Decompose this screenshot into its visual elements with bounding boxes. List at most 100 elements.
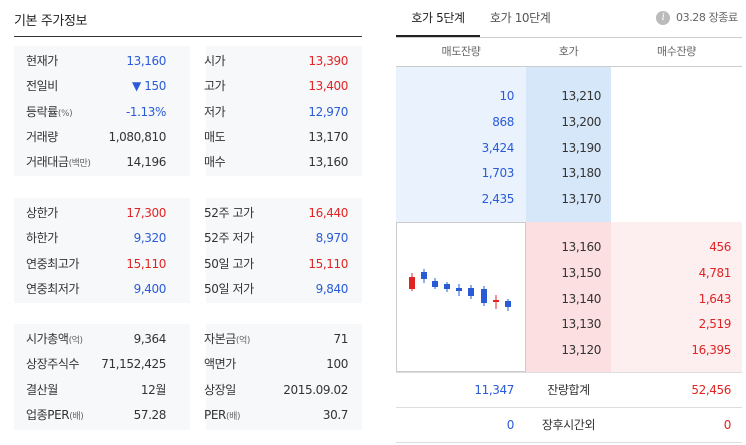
info-row: 등락률(%) -1.13% 저가 12,970 <box>14 100 362 125</box>
field-label: 연중최저가 <box>26 281 80 296</box>
field-label: 전일비 <box>26 79 58 94</box>
field-label: 50일 저가 <box>204 281 254 296</box>
bid-price[interactable]: 13,130 <box>561 317 601 332</box>
info-row: 시가총액(억) 9,364 자본금(억) 71 <box>14 327 362 352</box>
field-value: 9,320 <box>133 231 167 246</box>
field-label: 연중최고가 <box>26 256 80 271</box>
field-value: -1.13% <box>125 104 166 119</box>
field-label: 자본금(억) <box>204 332 251 346</box>
info-row: 연중최저가 9,400 50일 저가 9,840 <box>14 277 362 302</box>
field-value: 71,152,425 <box>101 357 166 372</box>
bid-price[interactable]: 13,140 <box>561 291 601 306</box>
field-label: 고가 <box>204 79 226 94</box>
field-label: 매수 <box>204 155 226 170</box>
field-label: 저가 <box>204 104 226 119</box>
field-value: 14,196 <box>126 155 166 170</box>
mini-candle-chart <box>396 222 526 372</box>
field-label: 52주 저가 <box>204 231 254 246</box>
info-icon[interactable]: i <box>656 11 670 25</box>
field-value: 12,970 <box>308 104 348 119</box>
header-price: 호가 <box>558 45 579 58</box>
field-label: 시가 <box>204 54 226 68</box>
bid-price[interactable]: 13,150 <box>561 265 601 280</box>
field-value: 13,390 <box>308 54 348 68</box>
header-divider <box>396 66 742 67</box>
after-hours-bid-qty: 0 <box>723 418 732 432</box>
ask-qty: 868 <box>492 114 514 129</box>
ask-price[interactable]: 13,180 <box>561 166 601 181</box>
ask-price-area <box>526 67 611 222</box>
field-label: 업종PER(배) <box>26 407 84 422</box>
header-bid-qty: 매수잔량 <box>657 45 696 58</box>
header-ask-qty: 매도잔량 <box>441 45 481 58</box>
ask-price[interactable]: 13,170 <box>561 192 601 207</box>
bid-qty-area <box>611 222 742 372</box>
info-row: 전일비 ▼ 150 고가 13,400 <box>14 74 362 99</box>
ask-qty: 2,435 <box>481 192 515 207</box>
info-row: 결산월 12월 상장일 2015.09.02 <box>14 378 362 403</box>
field-label: PER(배) <box>204 407 241 422</box>
field-value: 8,970 <box>315 231 349 246</box>
ask-qty: 1,703 <box>481 166 515 181</box>
total-label: 잔량합계 <box>547 383 590 397</box>
field-value: 2015.09.02 <box>283 382 348 397</box>
field-label: 거래량 <box>26 129 58 144</box>
field-value: ▼ 150 <box>132 79 166 94</box>
field-label: 하한가 <box>26 231 58 246</box>
field-value: 13,170 <box>308 129 348 144</box>
bid-qty: 1,643 <box>698 291 732 306</box>
range-info-section: 상한가 17,300 52주 고가 16,440 하한가 9,320 52주 저가 8,970… <box>14 198 362 303</box>
field-label: 현재가 <box>26 54 58 68</box>
tab-10-level[interactable]: 호가 10단계 <box>490 11 551 25</box>
field-value: 13,400 <box>308 79 348 94</box>
total-ask-qty: 11,347 <box>474 383 514 397</box>
field-value: 71 <box>333 332 349 346</box>
price-info-section: 현재가 13,160 시가 13,390 전일비 ▼ 150 고가 13,400 등락률(%) -… <box>14 46 362 176</box>
info-row: 하한가 9,320 52주 저가 8,970 <box>14 226 362 251</box>
total-bid-qty: 52,456 <box>691 383 731 397</box>
field-label: 상장주식수 <box>26 357 80 372</box>
tab-divider <box>396 37 742 38</box>
field-value: 16,440 <box>308 206 348 220</box>
field-label: 등락률(%) <box>26 104 73 119</box>
info-row: 연중최고가 15,110 50일 고가 15,110 <box>14 252 362 277</box>
field-value: 9,840 <box>315 281 349 296</box>
field-label: 시가총액(억) <box>26 332 83 346</box>
field-label: 거래대금(백만) <box>26 155 91 170</box>
field-value: 9,364 <box>133 332 167 346</box>
bid-price[interactable]: 13,120 <box>561 343 601 358</box>
tab-5-level[interactable]: 호가 5단계 <box>396 0 480 37</box>
info-row: 거래대금(백만) 14,196 매수 13,160 <box>14 150 362 175</box>
field-value: 9,400 <box>133 281 167 296</box>
field-value: 13,160 <box>126 54 166 68</box>
bid-qty: 456 <box>709 240 731 254</box>
bid-qty: 16,395 <box>691 343 731 358</box>
company-info-section: 시가총액(억) 9,364 자본금(억) 71 상장주식수 71,152,425 액면가 10… <box>14 324 362 430</box>
bottom-divider <box>396 442 742 443</box>
ask-price[interactable]: 13,200 <box>561 114 601 129</box>
bid-price[interactable]: 13,160 <box>561 240 601 254</box>
info-row: 거래량 1,080,810 매도 13,170 <box>14 125 362 150</box>
field-value: 13,160 <box>308 155 348 170</box>
field-value: 17,300 <box>126 206 166 220</box>
field-label: 매도 <box>204 129 226 144</box>
field-value: 12월 <box>140 382 167 397</box>
field-value: 1,080,810 <box>108 129 167 144</box>
info-row: 현재가 13,160 시가 13,390 <box>14 49 362 74</box>
info-row: 상한가 17,300 52주 고가 16,440 <box>14 201 362 226</box>
after-hours-ask-qty: 0 <box>506 418 515 432</box>
title-divider <box>14 36 362 37</box>
bid-qty: 4,781 <box>698 265 732 280</box>
field-value: 15,110 <box>126 256 166 271</box>
info-row: 업종PER(배) 57.28 PER(배) 30.7 <box>14 403 362 428</box>
after-hours-label: 장후시간외 <box>541 418 596 432</box>
ask-qty-area <box>396 67 526 222</box>
ask-qty: 3,424 <box>481 140 515 155</box>
field-value: 100 <box>326 357 348 372</box>
field-label: 상장일 <box>204 382 236 397</box>
field-label: 52주 고가 <box>204 206 254 220</box>
bid-price-area <box>526 222 611 372</box>
ask-price[interactable]: 13,210 <box>561 89 601 103</box>
ask-price[interactable]: 13,190 <box>561 140 601 155</box>
info-row: 상장주식수 71,152,425 액면가 100 <box>14 352 362 377</box>
